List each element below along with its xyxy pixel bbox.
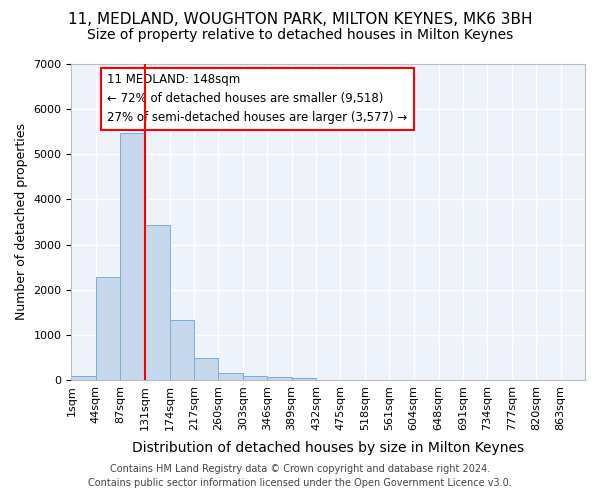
Bar <box>267 378 292 380</box>
Text: 11, MEDLAND, WOUGHTON PARK, MILTON KEYNES, MK6 3BH: 11, MEDLAND, WOUGHTON PARK, MILTON KEYNE… <box>68 12 532 28</box>
Bar <box>96 277 120 380</box>
Bar <box>218 372 243 380</box>
Text: Size of property relative to detached houses in Milton Keynes: Size of property relative to detached ho… <box>87 28 513 42</box>
X-axis label: Distribution of detached houses by size in Milton Keynes: Distribution of detached houses by size … <box>132 441 524 455</box>
Bar <box>194 358 218 380</box>
Bar <box>145 224 170 380</box>
Bar <box>292 378 316 380</box>
Bar <box>170 320 194 380</box>
Bar <box>243 376 267 380</box>
Bar <box>71 376 96 380</box>
Text: Contains HM Land Registry data © Crown copyright and database right 2024.
Contai: Contains HM Land Registry data © Crown c… <box>88 464 512 487</box>
Bar <box>120 132 145 380</box>
Text: 11 MEDLAND: 148sqm
← 72% of detached houses are smaller (9,518)
27% of semi-deta: 11 MEDLAND: 148sqm ← 72% of detached hou… <box>107 74 407 124</box>
Y-axis label: Number of detached properties: Number of detached properties <box>15 124 28 320</box>
